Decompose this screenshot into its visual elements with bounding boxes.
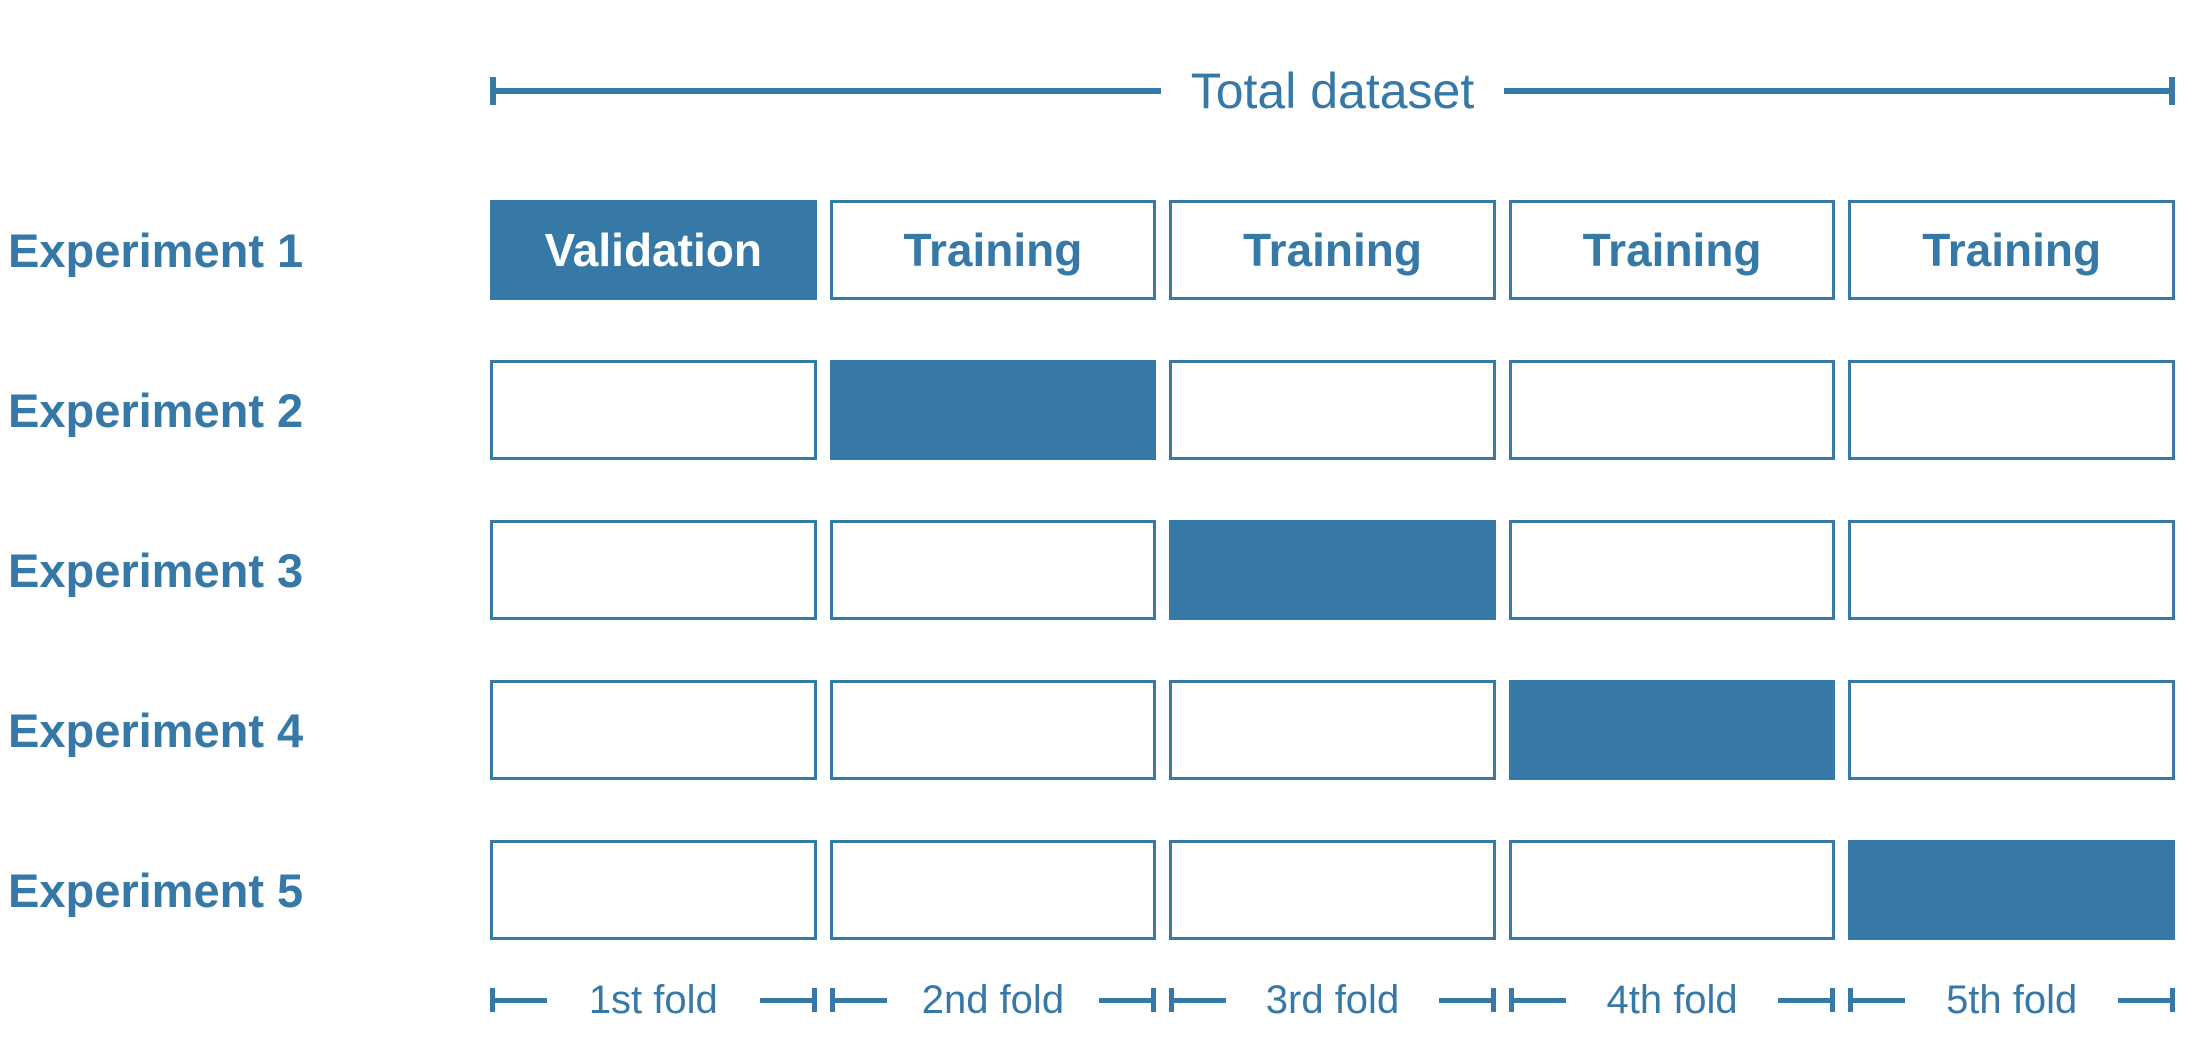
fold-right-tick-icon bbox=[811, 988, 817, 1012]
experiment-label-1: Experiment 1 bbox=[8, 223, 304, 277]
cell-exp1-fold5: Training bbox=[1848, 200, 2175, 300]
fold-right-bracket-icon bbox=[1778, 988, 1836, 1012]
fold-left-tick-icon bbox=[1848, 988, 1854, 1012]
cell-exp5-fold2 bbox=[829, 840, 1157, 940]
fold-left-dash bbox=[1174, 997, 1227, 1003]
fold-cells-row-2 bbox=[490, 360, 2175, 460]
cell-exp4-fold1 bbox=[490, 680, 817, 780]
cell-exp4-fold3 bbox=[1169, 680, 1496, 780]
experiment-row-4: Experiment 4 bbox=[0, 680, 2175, 780]
fold-right-tick-icon bbox=[2169, 988, 2175, 1012]
cell-exp2-fold3 bbox=[1169, 360, 1496, 460]
cell-label: Training bbox=[1922, 224, 2102, 276]
cell-label: Training bbox=[1582, 224, 1762, 276]
cell-exp2-fold1 bbox=[490, 360, 817, 460]
cell-exp3-fold4 bbox=[1508, 520, 1836, 620]
fold-left-tick-icon bbox=[1508, 988, 1514, 1012]
experiment-label-2: Experiment 2 bbox=[8, 383, 304, 437]
fold-left-dash bbox=[1853, 997, 1906, 1003]
experiment-label-5: Experiment 5 bbox=[8, 863, 304, 917]
cell-exp3-fold1 bbox=[490, 520, 817, 620]
fold-cells-row-4 bbox=[490, 680, 2175, 780]
cell-label: Training bbox=[903, 224, 1083, 276]
cell-exp4-fold2 bbox=[829, 680, 1157, 780]
cell-exp3-fold2 bbox=[829, 520, 1157, 620]
cell-exp2-fold2-validation bbox=[829, 360, 1157, 460]
fold-label-4: 4th fold bbox=[1606, 977, 1738, 1022]
fold-cells-row-3 bbox=[490, 520, 2175, 620]
fold-left-bracket-icon bbox=[1848, 988, 1906, 1012]
cell-exp4-fold4-validation bbox=[1508, 680, 1836, 780]
cell-exp1-fold1-validation: Validation bbox=[490, 200, 817, 300]
fold-marker-1: 1st fold bbox=[490, 972, 817, 1028]
fold-label-5: 5th fold bbox=[1946, 977, 2078, 1022]
experiment-row-3: Experiment 3 bbox=[0, 520, 2175, 620]
fold-left-bracket-icon bbox=[1169, 988, 1227, 1012]
cell-exp5-fold1 bbox=[490, 840, 817, 940]
cell-exp5-fold5-validation bbox=[1848, 840, 2175, 940]
fold-right-tick-icon bbox=[1151, 988, 1157, 1012]
cell-label: Training bbox=[1243, 224, 1422, 276]
experiment-row-1: Experiment 1 Validation Training Training Tr… bbox=[0, 200, 2175, 300]
fold-right-dash bbox=[1438, 997, 1491, 1003]
fold-right-dash bbox=[1778, 997, 1831, 1003]
bracket-right-tick-icon bbox=[2169, 77, 2175, 105]
fold-right-dash bbox=[1099, 997, 1152, 1003]
fold-marker-3: 3rd fold bbox=[1169, 972, 1496, 1028]
fold-marker-4: 4th fold bbox=[1508, 972, 1836, 1028]
fold-right-tick-icon bbox=[1490, 988, 1496, 1012]
fold-right-bracket-icon bbox=[759, 988, 817, 1012]
cell-exp1-fold2: Training bbox=[829, 200, 1157, 300]
experiment-label-4: Experiment 4 bbox=[8, 703, 304, 757]
fold-marker-2: 2nd fold bbox=[829, 972, 1157, 1028]
cell-exp4-fold5 bbox=[1848, 680, 2175, 780]
fold-left-tick-icon bbox=[829, 988, 835, 1012]
cell-exp3-fold3-validation bbox=[1169, 520, 1496, 620]
experiment-label-3: Experiment 3 bbox=[8, 543, 304, 597]
cell-exp2-fold5 bbox=[1848, 360, 2175, 460]
fold-left-bracket-icon bbox=[1508, 988, 1566, 1012]
cell-exp5-fold4 bbox=[1508, 840, 1836, 940]
fold-right-bracket-icon bbox=[2117, 988, 2175, 1012]
total-dataset-label: Total dataset bbox=[1190, 63, 1475, 119]
fold-label-1: 1st fold bbox=[588, 977, 718, 1022]
fold-cells-row-5 bbox=[490, 840, 2175, 940]
fold-left-bracket-icon bbox=[490, 988, 547, 1012]
cell-exp3-fold5 bbox=[1848, 520, 2175, 620]
experiment-row-2: Experiment 2 bbox=[0, 360, 2175, 460]
fold-right-bracket-icon bbox=[1438, 988, 1496, 1012]
cell-exp5-fold3 bbox=[1169, 840, 1496, 940]
bracket-left-line bbox=[496, 88, 1161, 94]
cell-exp1-fold3: Training bbox=[1169, 200, 1496, 300]
cell-label: Validation bbox=[544, 224, 762, 276]
fold-left-dash bbox=[834, 997, 887, 1003]
total-dataset-bracket: Total dataset bbox=[490, 66, 2175, 116]
fold-left-dash bbox=[1513, 997, 1566, 1003]
fold-left-tick-icon bbox=[490, 988, 495, 1012]
bracket-right-line bbox=[1504, 88, 2169, 94]
fold-label-3: 3rd fold bbox=[1265, 977, 1400, 1022]
cell-exp1-fold4: Training bbox=[1508, 200, 1836, 300]
experiment-rows: Experiment 1 Validation Training Training Tr… bbox=[0, 200, 2175, 1000]
fold-marker-5: 5th fold bbox=[1848, 972, 2175, 1028]
fold-cells-row-1: Validation Training Training Training Traini… bbox=[490, 200, 2175, 300]
bracket-left-tick-icon bbox=[490, 77, 496, 105]
cell-exp2-fold4 bbox=[1508, 360, 1836, 460]
fold-left-tick-icon bbox=[1169, 988, 1175, 1012]
fold-markers: 1st fold 2nd fold 3rd fold 4th fold 5th fold bbox=[490, 972, 2175, 1028]
fold-right-dash bbox=[2117, 997, 2170, 1003]
experiment-row-5: Experiment 5 bbox=[0, 840, 2175, 940]
fold-right-tick-icon bbox=[1830, 988, 1836, 1012]
fold-left-dash bbox=[495, 997, 547, 1003]
fold-label-2: 2nd fold bbox=[921, 977, 1065, 1022]
fold-right-dash bbox=[759, 997, 812, 1003]
fold-right-bracket-icon bbox=[1099, 988, 1157, 1012]
fold-left-bracket-icon bbox=[829, 988, 887, 1012]
